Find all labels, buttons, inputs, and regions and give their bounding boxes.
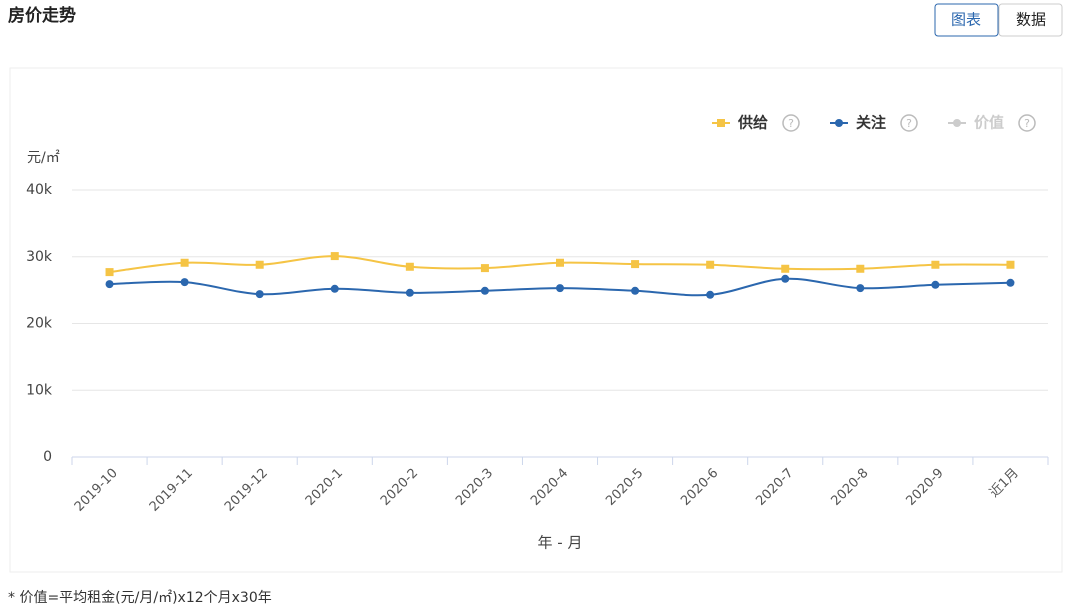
data-point (405, 262, 414, 271)
page-title: 房价走势 (8, 5, 76, 26)
legend-label[interactable]: 供给 (737, 114, 768, 132)
data-point (556, 258, 564, 267)
data-point (856, 264, 865, 273)
data-point (706, 290, 715, 299)
footnote: * 价值=平均租金(元/月/㎡)x12个月x30年 (8, 590, 272, 606)
help-icon (782, 114, 800, 132)
chart-panel (9, 67, 1063, 573)
data-point (255, 260, 264, 269)
data-point (781, 274, 790, 283)
data-point (706, 260, 715, 269)
data-point (180, 258, 189, 267)
y-tick-label: 10k (26, 382, 53, 398)
data-point (105, 280, 114, 289)
help-icon-glyph: ? (1024, 117, 1030, 130)
tab-data[interactable] (998, 3, 1063, 37)
legend-label[interactable]: 关注 (856, 114, 886, 132)
data-point (631, 260, 640, 269)
data-point (480, 286, 489, 295)
tab-data-label[interactable]: 数据 (1016, 11, 1046, 29)
legend-marker (953, 119, 961, 127)
y-axis-label: 元/㎡ (27, 150, 60, 166)
legend-marker (717, 119, 725, 127)
help-icon-glyph: ? (788, 117, 794, 130)
help-icon (900, 114, 918, 132)
legend-label[interactable]: 价值 (974, 114, 1004, 132)
help-icon (1018, 114, 1036, 132)
tab-chart-label[interactable]: 图表 (951, 11, 981, 29)
data-point (330, 252, 339, 261)
data-point (180, 278, 189, 287)
help-icon-glyph: ? (906, 117, 912, 130)
y-tick-label: 20k (26, 316, 53, 332)
data-point (330, 284, 339, 293)
data-point (105, 268, 114, 277)
data-point (781, 264, 790, 273)
data-point (1006, 260, 1015, 269)
tab-chart[interactable] (934, 3, 999, 37)
data-point (255, 290, 264, 299)
x-axis-label: 年 - 月 (538, 534, 583, 552)
y-tick-label: 40k (26, 182, 53, 198)
data-point (405, 288, 414, 297)
data-point (556, 284, 564, 293)
data-point (931, 260, 940, 269)
data-point (480, 264, 489, 273)
y-tick-label: 30k (26, 249, 53, 265)
data-point (631, 286, 640, 295)
y-tick-label: 0 (43, 449, 52, 465)
data-point (931, 280, 940, 289)
data-point (1006, 278, 1015, 287)
legend-marker (835, 119, 843, 127)
data-point (856, 284, 865, 293)
